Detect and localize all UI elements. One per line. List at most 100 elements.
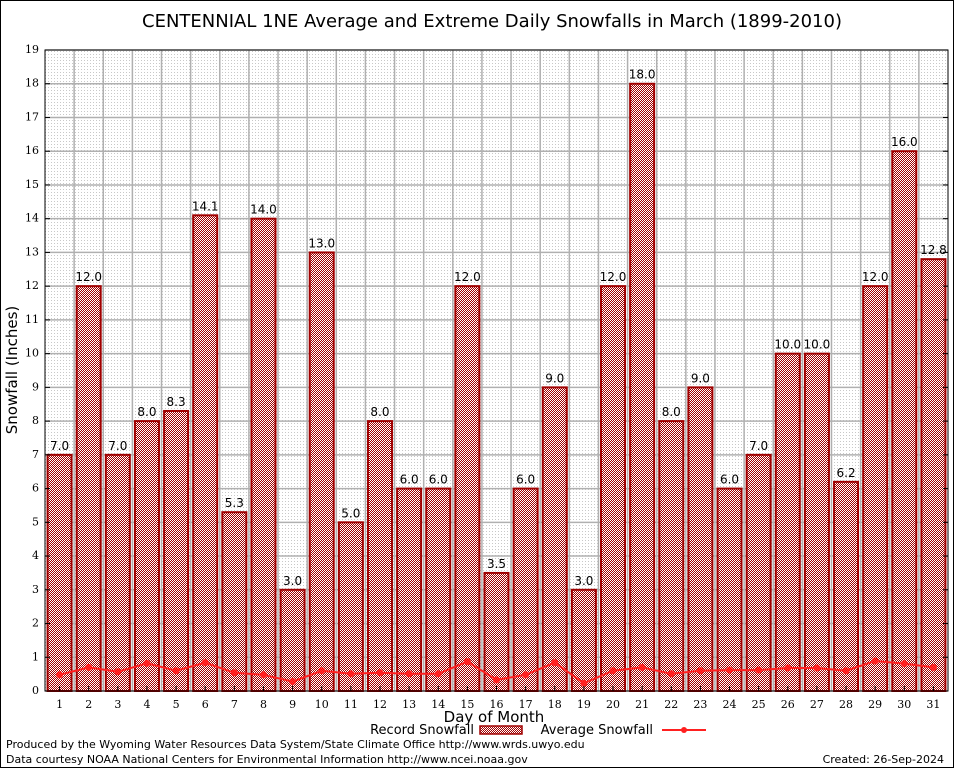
record-bar bbox=[221, 511, 248, 693]
bar-value-label: 8.0 bbox=[370, 405, 389, 419]
bar-value-label: 6.0 bbox=[429, 473, 448, 487]
x-tick-label: 13 bbox=[402, 698, 416, 711]
average-point bbox=[667, 670, 675, 678]
average-point bbox=[434, 670, 442, 678]
average-point bbox=[696, 667, 704, 675]
average-point bbox=[405, 670, 413, 678]
average-point bbox=[638, 663, 646, 671]
x-tick-label: 7 bbox=[231, 698, 238, 711]
bar-value-label: 10.0 bbox=[774, 338, 801, 352]
legend-average-label: Average Snowfall bbox=[541, 723, 653, 738]
y-tick-label: 1 bbox=[32, 650, 39, 663]
average-point bbox=[172, 667, 180, 675]
average-point bbox=[493, 676, 500, 684]
average-point bbox=[463, 658, 471, 666]
x-tick-label: 14 bbox=[431, 698, 445, 711]
y-tick-label: 11 bbox=[25, 313, 39, 326]
average-point bbox=[522, 671, 530, 679]
average-point bbox=[318, 667, 326, 675]
record-bar bbox=[483, 571, 510, 693]
x-tick-label: 1 bbox=[56, 698, 63, 711]
bar-value-label: 6.0 bbox=[720, 473, 739, 487]
x-tick-label: 30 bbox=[897, 698, 911, 711]
bar-value-label: 14.0 bbox=[250, 203, 277, 217]
record-bar bbox=[745, 453, 772, 692]
average-point bbox=[580, 679, 588, 687]
x-tick-label: 3 bbox=[114, 698, 121, 711]
x-tick-label: 23 bbox=[693, 698, 707, 711]
bar-value-label: 9.0 bbox=[691, 371, 710, 385]
legend-record-swatch bbox=[479, 725, 523, 735]
average-point bbox=[842, 667, 850, 675]
x-tick-label: 25 bbox=[752, 698, 766, 711]
record-bar bbox=[629, 82, 656, 693]
bar-value-label: 3.5 bbox=[487, 557, 506, 571]
average-point bbox=[56, 671, 64, 679]
x-tick-label: 11 bbox=[344, 698, 358, 711]
record-bar bbox=[658, 420, 685, 692]
x-tick-label: 8 bbox=[260, 698, 267, 711]
x-tick-label: 2 bbox=[85, 698, 92, 711]
x-tick-label: 6 bbox=[202, 698, 209, 711]
y-tick-label: 15 bbox=[25, 178, 39, 191]
record-bar bbox=[163, 409, 190, 692]
y-tick-label: 2 bbox=[32, 617, 39, 630]
record-bar bbox=[833, 480, 860, 692]
bar-value-label: 5.3 bbox=[225, 496, 244, 510]
record-bar bbox=[803, 352, 830, 692]
record-bar bbox=[46, 453, 73, 692]
record-bar bbox=[192, 214, 219, 693]
legend-record-label: Record Snowfall bbox=[370, 723, 474, 738]
x-tick-label: 18 bbox=[548, 698, 562, 711]
record-bar bbox=[920, 258, 947, 692]
record-bar bbox=[279, 588, 306, 693]
record-bar bbox=[250, 217, 277, 692]
average-point bbox=[114, 668, 122, 676]
average-point bbox=[201, 659, 209, 667]
y-tick-label: 0 bbox=[32, 684, 39, 697]
average-point bbox=[376, 669, 384, 677]
x-tick-label: 26 bbox=[781, 698, 795, 711]
average-point bbox=[900, 660, 908, 668]
bar-value-label: 12.0 bbox=[454, 270, 481, 284]
x-tick-label: 16 bbox=[490, 698, 504, 711]
legend: Record Snowfall Average Snowfall bbox=[370, 723, 706, 738]
average-point bbox=[551, 659, 559, 667]
record-bar bbox=[541, 386, 568, 692]
x-tick-label: 22 bbox=[664, 698, 678, 711]
record-bar bbox=[570, 588, 597, 693]
x-tick-label: 15 bbox=[460, 698, 474, 711]
y-tick-label: 14 bbox=[25, 212, 39, 225]
footer-producer: Produced by the Wyoming Water Resources … bbox=[6, 738, 585, 751]
y-tick-label: 13 bbox=[25, 245, 39, 258]
x-tick-label: 31 bbox=[926, 698, 940, 711]
bar-value-label: 10.0 bbox=[804, 338, 831, 352]
y-tick-label: 10 bbox=[25, 347, 39, 360]
record-bar bbox=[774, 352, 801, 692]
record-bar bbox=[308, 251, 335, 692]
average-point bbox=[784, 664, 792, 672]
y-tick-label: 17 bbox=[25, 110, 39, 123]
record-bar bbox=[425, 487, 452, 692]
y-tick-label: 16 bbox=[25, 144, 39, 157]
x-axis-label: Day of Month bbox=[444, 708, 545, 726]
bar-value-label: 8.0 bbox=[137, 405, 156, 419]
bar-value-label: 3.0 bbox=[283, 574, 302, 588]
bar-value-label: 6.2 bbox=[837, 466, 856, 480]
average-point bbox=[813, 664, 821, 672]
x-tick-label: 5 bbox=[173, 698, 180, 711]
bar-value-label: 6.0 bbox=[516, 473, 535, 487]
bar-value-label: 6.0 bbox=[400, 473, 419, 487]
bar-value-label: 8.3 bbox=[167, 395, 186, 409]
record-bar bbox=[862, 285, 889, 692]
x-tick-label: 4 bbox=[143, 698, 150, 711]
y-tick-label: 9 bbox=[32, 380, 39, 393]
average-point bbox=[85, 663, 93, 671]
record-bar bbox=[104, 453, 131, 692]
x-tick-label: 19 bbox=[577, 698, 591, 711]
record-bar bbox=[891, 150, 918, 693]
record-bar bbox=[366, 420, 393, 692]
x-tick-label: 10 bbox=[315, 698, 329, 711]
record-bar bbox=[454, 285, 481, 692]
bar-value-label: 12.8 bbox=[920, 243, 947, 257]
